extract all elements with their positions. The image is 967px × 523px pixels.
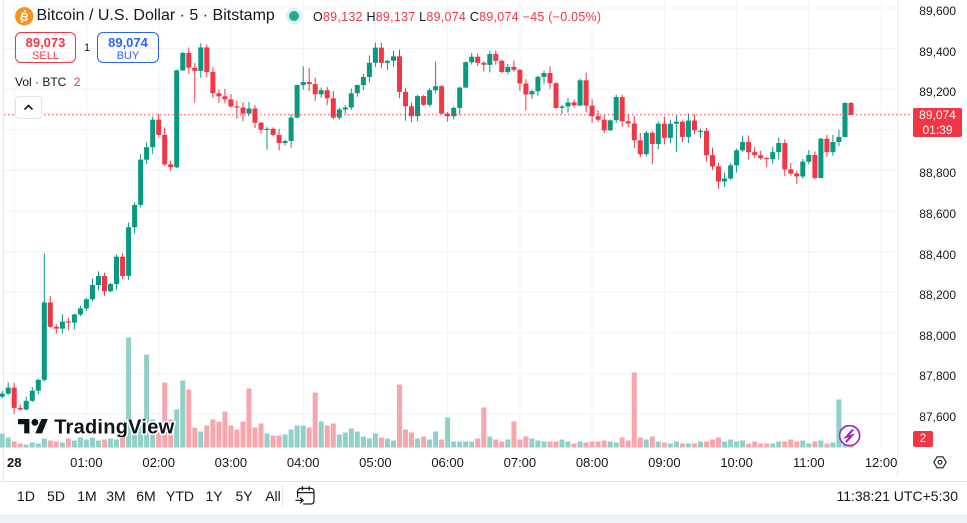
svg-text:TradingView: TradingView — [54, 419, 174, 437]
svg-text:B: B — [18, 11, 29, 25]
